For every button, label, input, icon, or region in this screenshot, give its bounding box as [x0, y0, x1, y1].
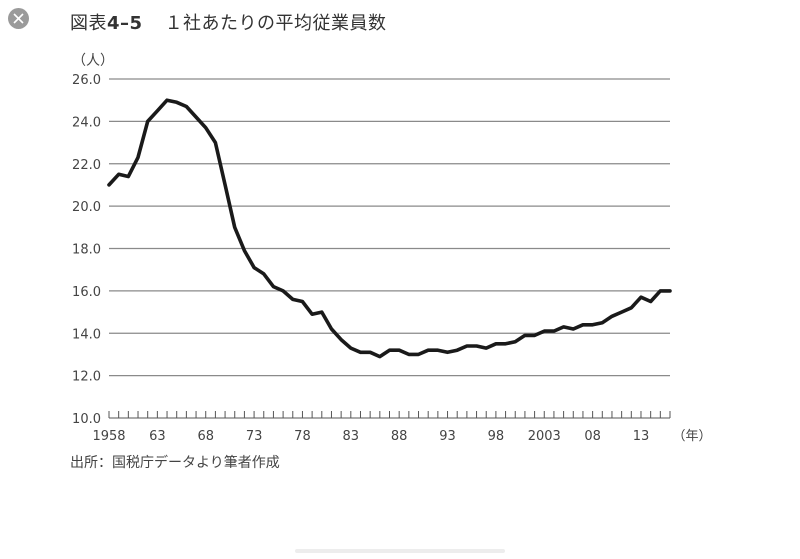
x-tick-label: 13 — [633, 429, 650, 444]
x-tick-label: 78 — [294, 429, 311, 444]
x-tick-label: 2003 — [528, 429, 561, 444]
y-tick-label: 22.0 — [72, 158, 101, 173]
close-button[interactable] — [8, 8, 29, 29]
x-tick-label: 08 — [584, 429, 601, 444]
y-axis-unit: （人） — [72, 53, 114, 69]
figure-number: 4–5 — [107, 13, 143, 34]
x-tick-label: 68 — [197, 429, 214, 444]
x-tick-label: 83 — [343, 429, 360, 444]
y-tick-label: 16.0 — [72, 285, 101, 300]
gridlines — [109, 78, 670, 377]
x-axis-labels: 1958 63 68 73 78 83 88 93 98 2003 08 13 — [92, 429, 649, 444]
y-tick-label: 14.0 — [72, 327, 101, 342]
close-icon — [13, 13, 24, 24]
x-axis-unit: （年） — [672, 429, 711, 444]
y-tick-label: 26.0 — [72, 73, 101, 88]
y-tick-label: 10.0 — [72, 412, 101, 427]
y-tick-label: 24.0 — [72, 115, 101, 130]
y-tick-label: 12.0 — [72, 370, 101, 385]
x-tick-label: 73 — [246, 429, 263, 444]
y-tick-label: 18.0 — [72, 243, 101, 258]
y-axis-ticks: 10.0 12.0 14.0 16.0 18.0 20.0 22.0 24.0 26.0 — [72, 73, 101, 427]
chart-title: 図表4–5 １社あたりの平均従業員数 — [70, 9, 387, 35]
x-tick-label: 1958 — [92, 429, 125, 444]
source-note: 出所：国税庁データより筆者作成 — [70, 455, 280, 471]
figure-label: 図表 — [70, 13, 107, 34]
x-tick-label: 93 — [439, 429, 456, 444]
series-line — [107, 98, 672, 359]
figure-title: １社あたりの平均従業員数 — [164, 13, 387, 34]
x-axis — [108, 411, 671, 419]
x-tick-label: 98 — [488, 429, 505, 444]
x-tick-label: 88 — [391, 429, 408, 444]
x-tick-label: 63 — [149, 429, 166, 444]
y-tick-label: 20.0 — [72, 200, 101, 215]
scroll-indicator[interactable] — [295, 549, 505, 553]
